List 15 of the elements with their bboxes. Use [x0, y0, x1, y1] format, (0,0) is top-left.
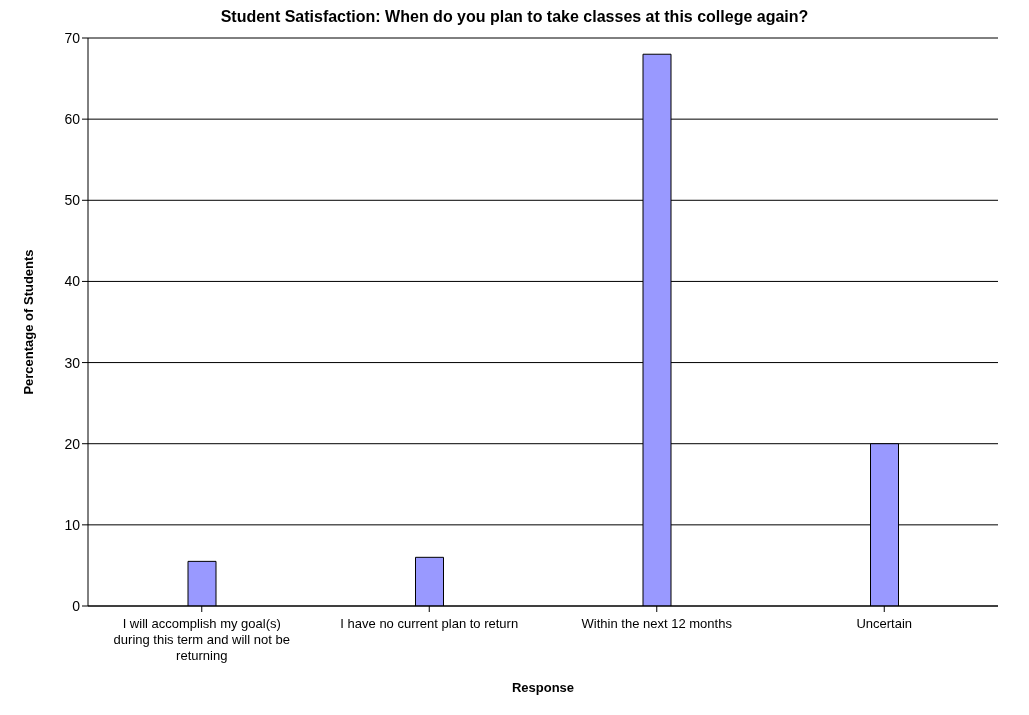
y-tick-label: 0	[72, 597, 81, 614]
x-tick-label: Within the next 12 months	[581, 616, 733, 631]
x-tick-label: I have no current plan to return	[340, 616, 519, 631]
y-tick-label: 60	[64, 111, 81, 128]
x-tick-label: Uncertain	[856, 616, 913, 631]
y-tick-label: 10	[64, 516, 81, 533]
chart-title: Student Satisfaction: When do you plan to take classes at this college again?	[219, 8, 810, 27]
y-tick-label: 70	[64, 29, 81, 46]
x-tick-label: I will accomplish my goal(s) during this term and will not be returning	[113, 616, 290, 663]
y-tick-label: 20	[64, 435, 81, 452]
y-tick-label: 30	[64, 354, 81, 371]
y-axis-title: Percentage of Students	[20, 249, 36, 395]
x-axis-title: Response	[511, 680, 575, 695]
y-tick-label: 50	[64, 192, 81, 209]
y-tick-label: 40	[64, 273, 81, 290]
